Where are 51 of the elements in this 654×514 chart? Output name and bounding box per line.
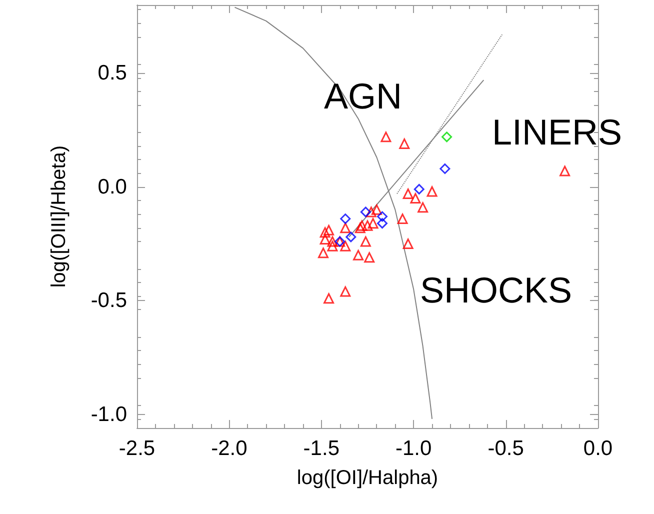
point: [354, 222, 366, 234]
point: [377, 218, 388, 229]
y-tick-label: -0.5: [90, 289, 127, 312]
x-tick-label: -1.5: [303, 437, 340, 460]
y-tick-label: 0.0: [98, 175, 127, 198]
point: [418, 202, 428, 213]
point: [324, 293, 334, 304]
point: [414, 184, 424, 194]
point: [371, 204, 382, 215]
point: [356, 220, 368, 231]
point: [442, 132, 452, 142]
x-axis-title: log([OI]/Halpha): [296, 467, 438, 489]
point: [320, 234, 330, 244]
y-tick-label: -1.0: [90, 402, 127, 426]
point: [402, 238, 414, 250]
point: [380, 132, 392, 142]
point: [366, 206, 376, 218]
y-axis-title: log([OIII]/Hbeta): [48, 145, 70, 288]
point: [560, 166, 570, 176]
point: [340, 286, 351, 297]
y-tick-label: 0.5: [98, 62, 127, 85]
point: [340, 222, 351, 234]
point: [324, 224, 334, 236]
x-tick-label: -0.5: [488, 437, 524, 460]
point: [360, 236, 371, 247]
point: [377, 211, 388, 222]
annotation: AGN: [324, 76, 402, 116]
point: [340, 214, 351, 224]
x-tick-label: 0.0: [583, 437, 613, 460]
x-tick-label: -2.0: [211, 437, 248, 460]
point: [368, 218, 378, 229]
annotation: SHOCKS: [420, 270, 572, 310]
point: [426, 186, 438, 197]
point: [346, 232, 356, 242]
point: [327, 240, 338, 252]
x-tick-label: -2.5: [118, 437, 156, 460]
point: [320, 227, 330, 238]
point: [360, 206, 371, 218]
point: [318, 248, 328, 258]
annotation: LINERS: [492, 112, 622, 152]
point: [440, 163, 450, 174]
point: [399, 138, 410, 149]
point: [364, 252, 375, 263]
point: [327, 236, 338, 247]
x-tick-label: -1.0: [396, 437, 432, 460]
point: [402, 188, 414, 200]
point: [362, 220, 373, 231]
point: [410, 193, 421, 204]
point: [397, 214, 408, 224]
point: [353, 250, 364, 260]
point: [340, 240, 351, 252]
